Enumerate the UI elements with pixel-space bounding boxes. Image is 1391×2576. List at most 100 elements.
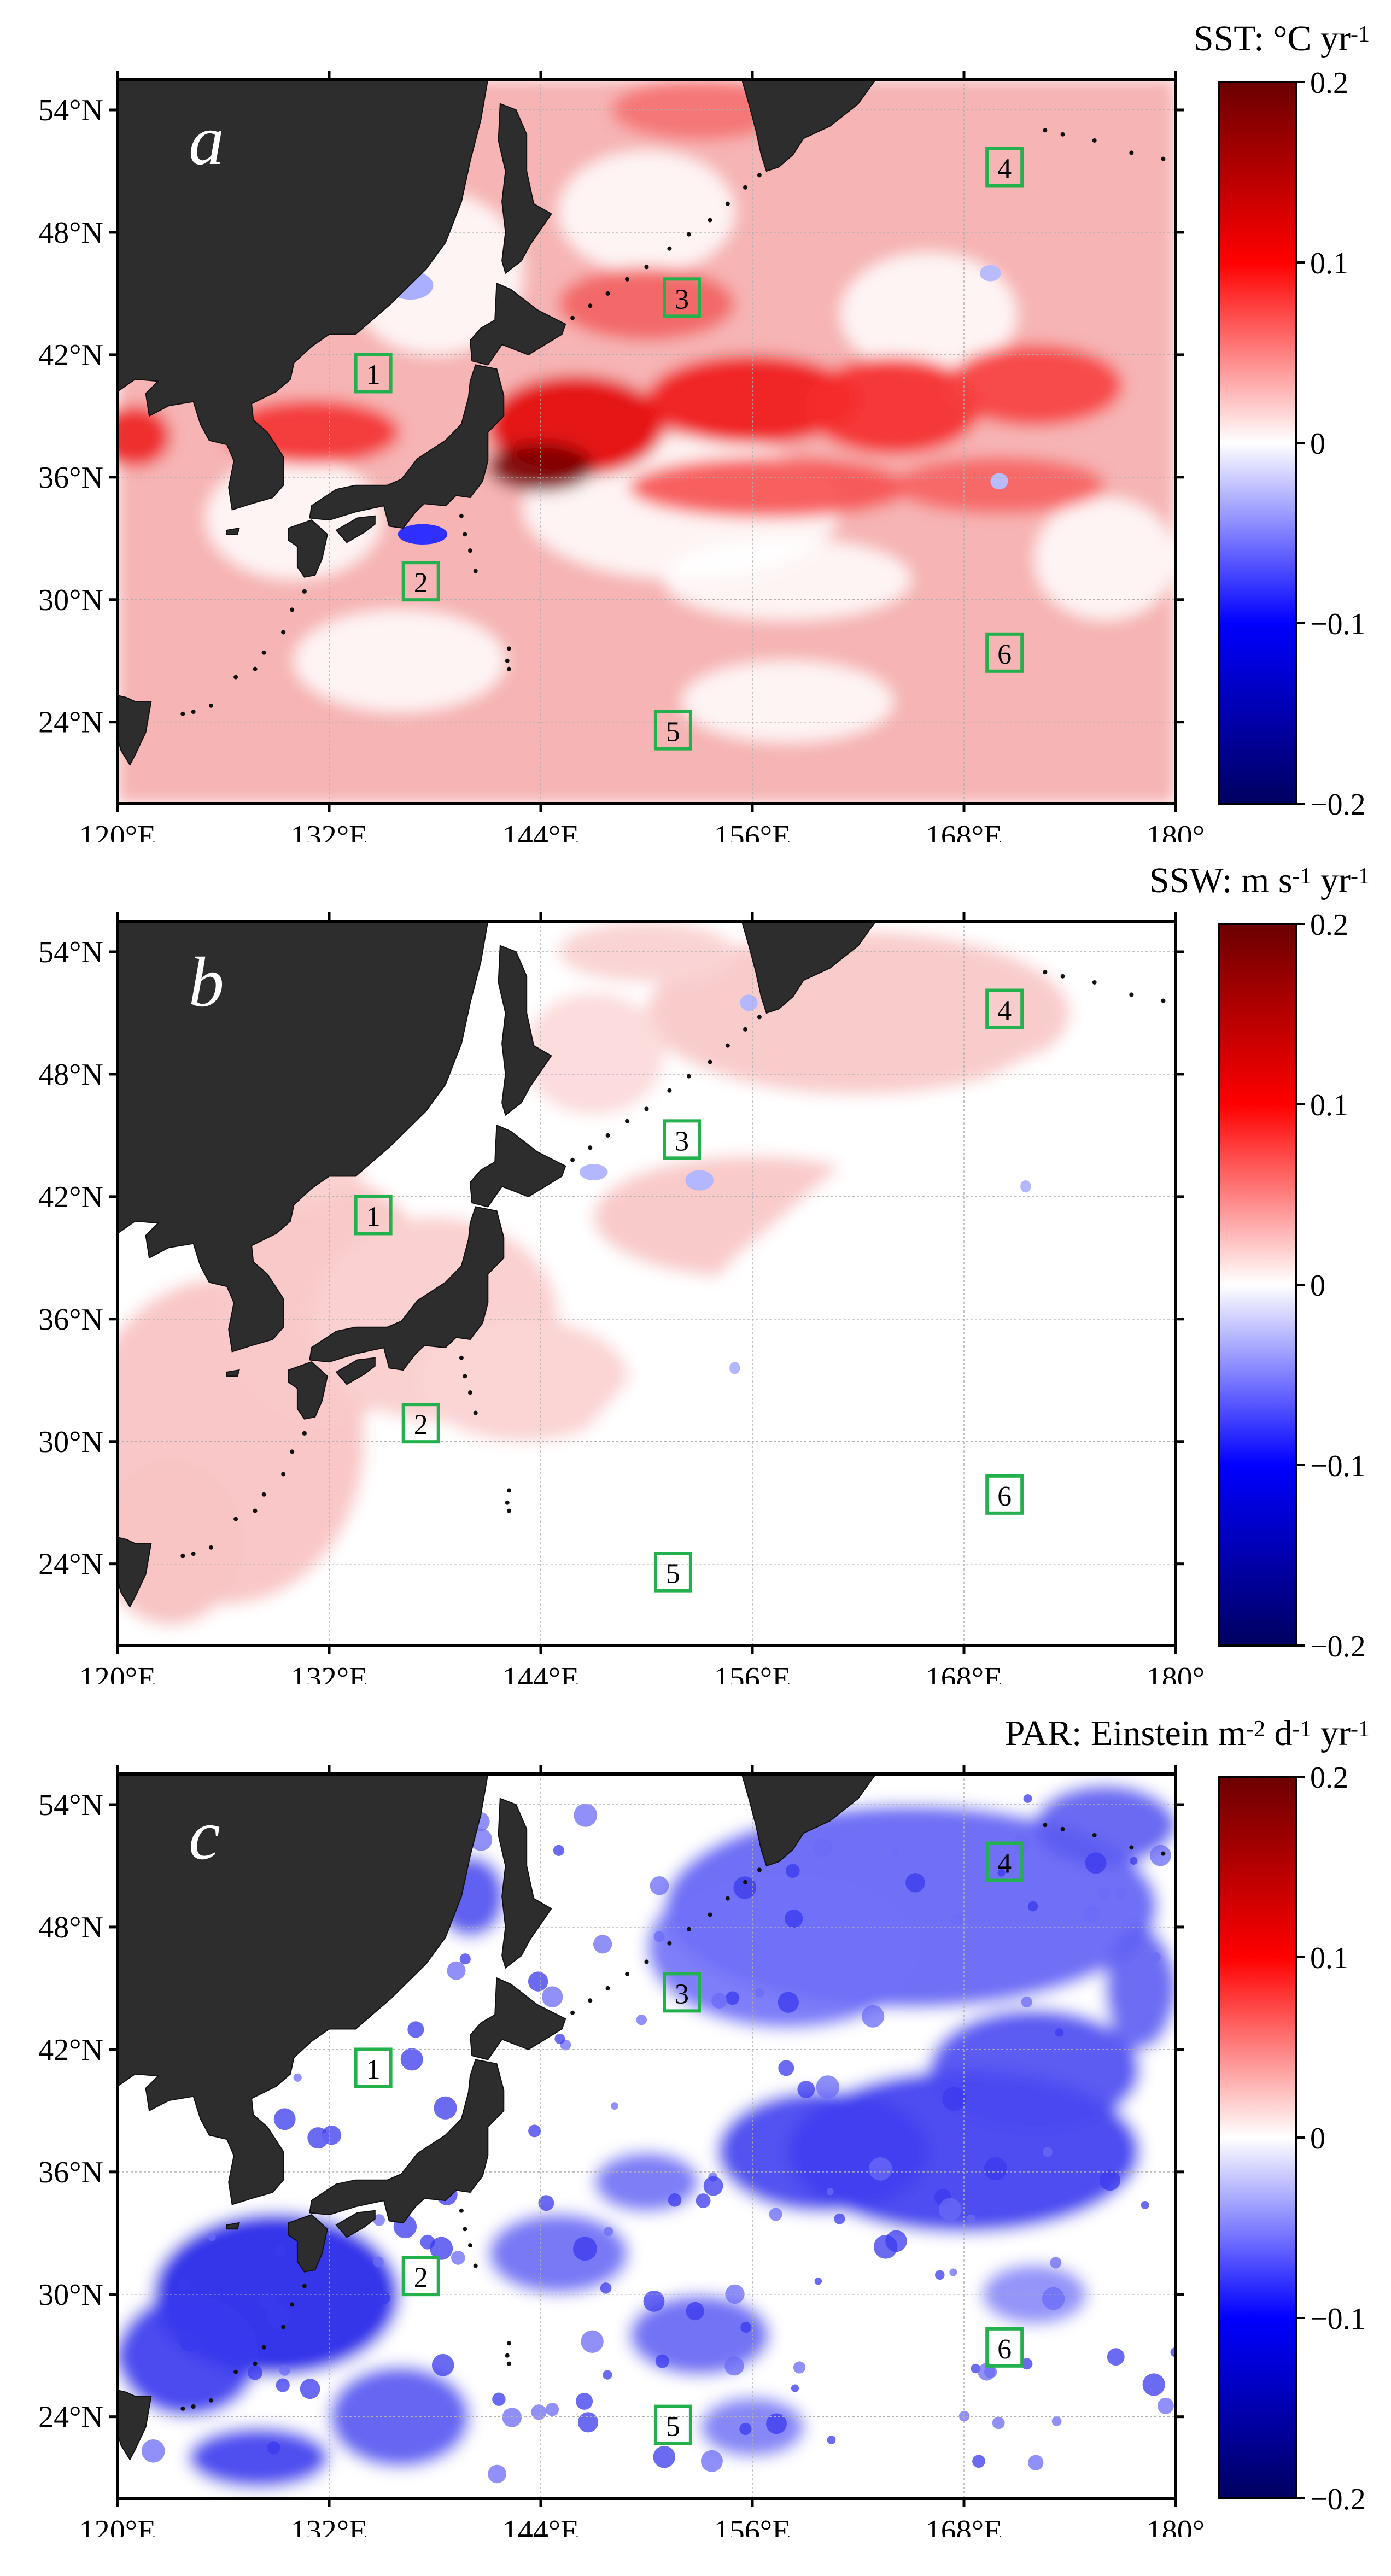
par-speckle [528,1971,548,1992]
units-superscript: -1 [1351,1717,1370,1742]
region-label: 5 [666,2411,680,2443]
colorbar-tick-label: −0.1 [1310,2302,1366,2336]
region-box-outline [401,1403,440,1444]
kuril-islands [743,185,748,190]
shikoku-landmass [335,1357,376,1385]
ryukyu-islands [302,589,307,594]
lon-tick-label: 132°E [291,1661,368,1684]
sst-neutral-patch [682,660,893,743]
lat-tick-label: 36°N [38,1303,103,1337]
par-speckle [430,2237,453,2260]
aleutian-islands [1129,992,1134,997]
ryukyu-islands [191,2404,196,2409]
par-speckle [778,1992,799,2013]
lat-tick-label: 30°N [38,583,103,617]
par-speckle [1150,1845,1171,1866]
region-label: 4 [997,1848,1012,1879]
ryukyu-islands [281,1472,286,1477]
par-speckle [1107,2348,1125,2366]
par-speckle [447,1961,466,1980]
par-speckle [700,2450,723,2472]
par-speckle [643,2291,665,2312]
par-speckle [1158,2397,1174,2414]
par-speckle [248,2365,262,2380]
par-speckle [739,2422,752,2436]
izu-islands [463,2227,467,2232]
region-box-outline [354,353,393,394]
region-box: 5 [653,2404,692,2445]
par-speckle [786,1864,800,1878]
units-title: SSW: m s-1 yr-1 [1149,860,1370,900]
land [118,1774,1166,2461]
region-label: 4 [997,995,1012,1026]
jeju-landmass [226,2222,240,2230]
aleutian-islands [1060,132,1065,137]
kuril-islands [605,291,610,296]
par-speckle [951,1913,964,1926]
region-label: 3 [675,284,689,315]
par-speckle [1085,1852,1107,1874]
sst-warming-hotspot [488,442,594,491]
par-speckle [942,2087,967,2111]
kuril-islands [708,1912,712,1917]
kuril-islands [588,1998,593,2003]
sst-cooling-spot [398,524,448,545]
par-speckle [531,2404,547,2420]
colorbar-tick-label: 0 [1310,1269,1325,1303]
panel-c-svg: 120°E 132°E 144°E 156°E 168°E 180° 24°N 30°N 36°… [38,1713,1370,2548]
lon-tick-label: 120°E [79,819,156,842]
region-box: 4 [985,988,1024,1029]
lon-tick-label: 168°E [926,1661,1003,1684]
par-speckle [868,2157,892,2181]
kamchatka-landmass [741,1774,877,1867]
par-speckle [407,2021,424,2038]
par-speckle [1097,1887,1111,1900]
ryukyu-islands [281,630,286,635]
par-speckle [1028,2455,1044,2470]
ssw-decrease-spot [579,1164,608,1181]
par-speckle [1042,2287,1065,2310]
aleutian-islands [1161,998,1166,1003]
bonin-islands [506,1508,511,1513]
par-speckle [431,2353,454,2376]
region-box: 1 [354,1195,393,1236]
region-box: 2 [401,561,440,602]
par-speckle [528,2124,541,2138]
aleutian-islands [1092,980,1097,985]
region-box-outline [985,1474,1024,1515]
kuril-islands [644,1106,649,1111]
kuril-islands [625,1971,630,1976]
par-speckle [814,2277,822,2285]
bonin-islands [505,658,510,663]
lon-tick-label: 132°E [291,819,368,842]
panel-c: 120°E 132°E 144°E 156°E 168°E 180° 24°N 30°N 36°… [0,1695,1391,2548]
sst-warming-hotspot [558,267,735,341]
panel-a: 120°E 132°E 144°E 156°E 168°E 180° 24°N 30°N 36°… [0,0,1391,853]
par-speckle [574,1803,598,1827]
region-box-outline [663,1972,701,2013]
sst-neutral-patch [1035,497,1176,620]
par-speckle [451,2251,465,2265]
units-title: PAR: Einstein m-2 d-1 yr-1 [1005,1713,1370,1753]
asia-landmass [118,79,489,511]
par-speckle [577,2412,599,2433]
trend-field-blur-c [118,1774,1176,2498]
ssw-decrease-spot [740,994,758,1011]
region-box: 2 [401,1403,440,1444]
ssw-increase-region [523,992,664,1115]
kuril-islands [605,1986,610,1990]
region-box-outline [401,2256,440,2297]
par-speckle [740,2322,752,2333]
colorbar-tick-label: −0.1 [1310,607,1366,641]
colorbar-tick-label: 0.2 [1310,908,1348,942]
par-speckle [686,2302,704,2321]
lat-tick-label: 42°N [38,1180,103,1214]
panel-b-svg: 120°E 132°E 144°E 156°E 168°E 180° 24°N 30°N 36°… [38,860,1370,1695]
par-speckle [142,2439,165,2463]
region-box: 4 [985,147,1024,188]
izu-islands [468,1390,472,1395]
ryukyu-islands [261,650,266,655]
colorbar-tick-label: −0.2 [1310,2483,1366,2516]
region-box-outline [653,710,692,751]
par-speckle [259,2292,277,2310]
